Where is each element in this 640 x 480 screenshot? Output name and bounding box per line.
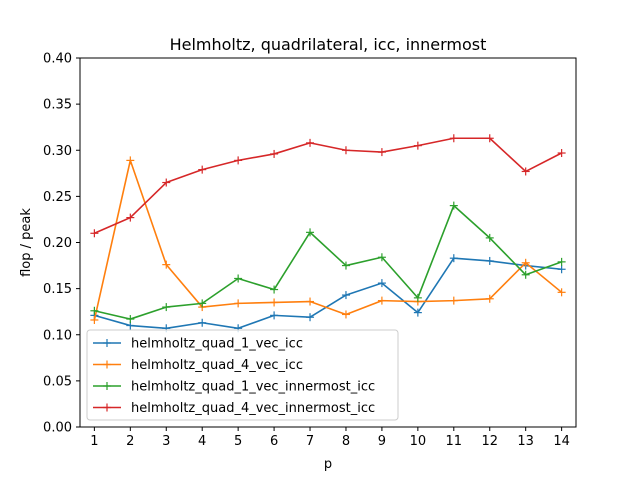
y-axis-label: flop / peak (19, 208, 34, 277)
y-tick-label: 0.05 (43, 374, 72, 389)
data-point (485, 233, 494, 242)
data-point (485, 134, 494, 143)
y-tick-label: 0.40 (43, 52, 72, 67)
x-tick-label: 8 (342, 434, 350, 449)
data-point (198, 318, 207, 327)
data-point (557, 288, 566, 297)
data-point (413, 293, 422, 302)
data-point (234, 299, 243, 308)
data-point (198, 299, 207, 308)
data-point (557, 257, 566, 266)
legend: helmholtz_quad_1_vec_icc helmholtz_quad_4… (86, 329, 399, 421)
chart-title: Helmholtz, quadrilateral, icc, innermost (170, 35, 487, 54)
x-tick-label: 12 (481, 434, 498, 449)
data-point (162, 260, 171, 269)
data-point (521, 167, 530, 176)
data-point (557, 265, 566, 274)
data-point (377, 279, 386, 288)
series-line-3 (94, 204, 562, 320)
legend-item: helmholtz_quad_1_vec_innermost_icc (93, 380, 375, 395)
x-tick-label: 13 (517, 434, 534, 449)
x-axis: 1 2 3 4 5 6 7 8 9 10 11 12 13 14 (90, 427, 570, 449)
x-tick-label: 5 (234, 434, 242, 449)
data-point (234, 156, 243, 165)
x-tick-label: 3 (162, 434, 170, 449)
x-tick-label: 1 (90, 434, 98, 449)
data-point (306, 313, 315, 322)
data-point (449, 201, 458, 210)
y-tick-label: 0.15 (43, 282, 72, 297)
data-point (162, 178, 171, 187)
x-tick-label: 9 (378, 434, 386, 449)
legend-label: helmholtz_quad_1_vec_innermost_icc (131, 380, 375, 395)
data-point (306, 138, 315, 147)
y-tick-label: 0.10 (43, 328, 72, 343)
legend-item: helmholtz_quad_1_vec_icc (93, 337, 303, 352)
data-point (521, 270, 530, 279)
legend-label: helmholtz_quad_4_vec_icc (131, 358, 303, 373)
y-tick-label: 0.00 (43, 421, 72, 436)
data-point (413, 141, 422, 150)
data-point (449, 296, 458, 305)
legend-label: helmholtz_quad_4_vec_innermost_icc (131, 401, 375, 416)
x-tick-label: 7 (306, 434, 314, 449)
data-point (270, 149, 279, 158)
legend-item: helmholtz_quad_4_vec_icc (93, 358, 303, 373)
series-layer (90, 134, 566, 333)
data-point (90, 306, 99, 315)
data-point (485, 256, 494, 265)
x-axis-label: p (324, 457, 332, 472)
data-point (162, 303, 171, 312)
data-point (377, 253, 386, 262)
data-point (449, 134, 458, 143)
data-point (126, 156, 135, 165)
data-point (413, 308, 422, 317)
x-tick-label: 6 (270, 434, 278, 449)
data-point (521, 258, 530, 267)
series-line-2 (93, 159, 563, 321)
series-line-1 (94, 257, 562, 330)
data-point (270, 298, 279, 307)
x-tick-label: 14 (553, 434, 570, 449)
data-point (341, 261, 350, 270)
data-point (557, 149, 566, 158)
data-point (270, 311, 279, 320)
legend-box (86, 329, 399, 421)
data-point (198, 165, 207, 174)
data-point (126, 315, 135, 324)
data-point (306, 297, 315, 306)
x-tick-label: 2 (126, 434, 134, 449)
data-point (270, 285, 279, 294)
data-point (449, 254, 458, 263)
x-tick-label: 4 (198, 434, 206, 449)
data-point (90, 229, 99, 238)
data-point (126, 213, 135, 222)
legend-item: helmholtz_quad_4_vec_innermost_icc (93, 401, 375, 416)
data-point (485, 294, 494, 303)
data-point (306, 228, 315, 237)
legend-label: helmholtz_quad_1_vec_icc (131, 337, 303, 352)
x-tick-label: 10 (410, 434, 427, 449)
y-tick-label: 0.30 (43, 144, 72, 159)
y-tick-label: 0.20 (43, 236, 72, 251)
data-point (234, 274, 243, 283)
data-point (377, 148, 386, 157)
x-tick-label: 11 (446, 434, 463, 449)
data-point (90, 315, 99, 324)
series-line-4 (94, 137, 562, 235)
y-axis: 0.00 0.05 0.10 0.15 0.20 0.25 0.30 0.35 0.40 (43, 52, 80, 436)
y-tick-label: 0.25 (43, 190, 72, 205)
data-point (341, 146, 350, 155)
data-point (341, 310, 350, 319)
data-point (377, 296, 386, 305)
data-point (341, 291, 350, 300)
y-tick-label: 0.35 (43, 98, 72, 113)
